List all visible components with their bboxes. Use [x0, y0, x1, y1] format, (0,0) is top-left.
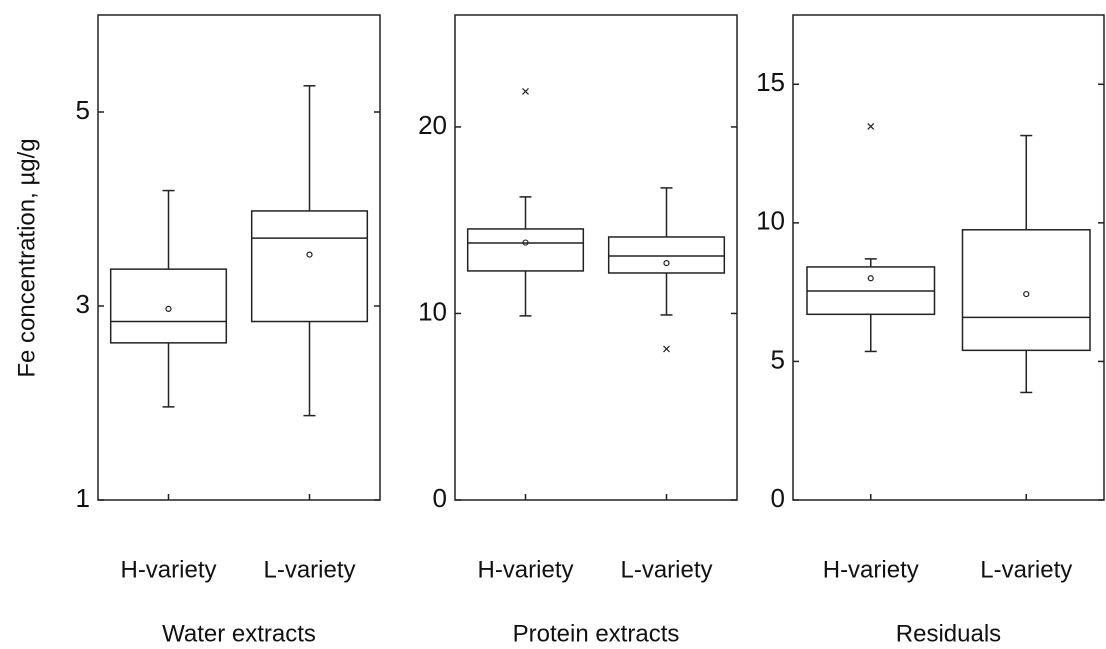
y-tick-label: 0	[771, 483, 785, 513]
y-tick-label: 10	[756, 206, 785, 236]
box	[961, 229, 1091, 352]
box	[250, 210, 369, 323]
plot-frame	[454, 14, 738, 501]
outlier	[663, 345, 670, 353]
y-tick-label: 5	[76, 95, 90, 125]
y-tick-label: 10	[418, 296, 447, 326]
box	[607, 236, 726, 274]
y-tick-label: 15	[756, 67, 785, 97]
x-tick-label: H-variety	[120, 556, 216, 583]
outlier	[867, 122, 875, 130]
x-axis-label: Protein extracts	[513, 620, 680, 647]
y-tick-label: 20	[418, 110, 447, 140]
y-tick-label: 3	[76, 289, 90, 319]
y-tick-label: 1	[76, 483, 90, 513]
mean-marker	[1023, 290, 1030, 298]
y-tick-label: 0	[433, 483, 447, 513]
outlier	[522, 88, 529, 95]
mean-marker	[867, 275, 874, 282]
x-tick-label: L-variety	[263, 556, 355, 583]
x-tick-label: L-variety	[620, 556, 712, 583]
box	[466, 228, 585, 272]
y-axis-label: Fe concentration, µg/g	[13, 138, 40, 377]
y-tick-label: 5	[771, 344, 785, 374]
x-tick-label: H-variety	[477, 556, 573, 583]
mean-marker	[306, 251, 313, 258]
x-tick-label: L-variety	[980, 556, 1072, 583]
x-tick-label: H-variety	[823, 556, 919, 583]
box	[109, 268, 228, 344]
mean-marker	[522, 239, 529, 246]
plot-frame	[97, 14, 381, 501]
mean-marker	[165, 305, 172, 313]
plot-frame	[792, 14, 1105, 501]
mean-marker	[663, 259, 670, 267]
x-axis-label: Residuals	[896, 620, 1001, 647]
x-axis-label: Water extracts	[162, 620, 316, 647]
